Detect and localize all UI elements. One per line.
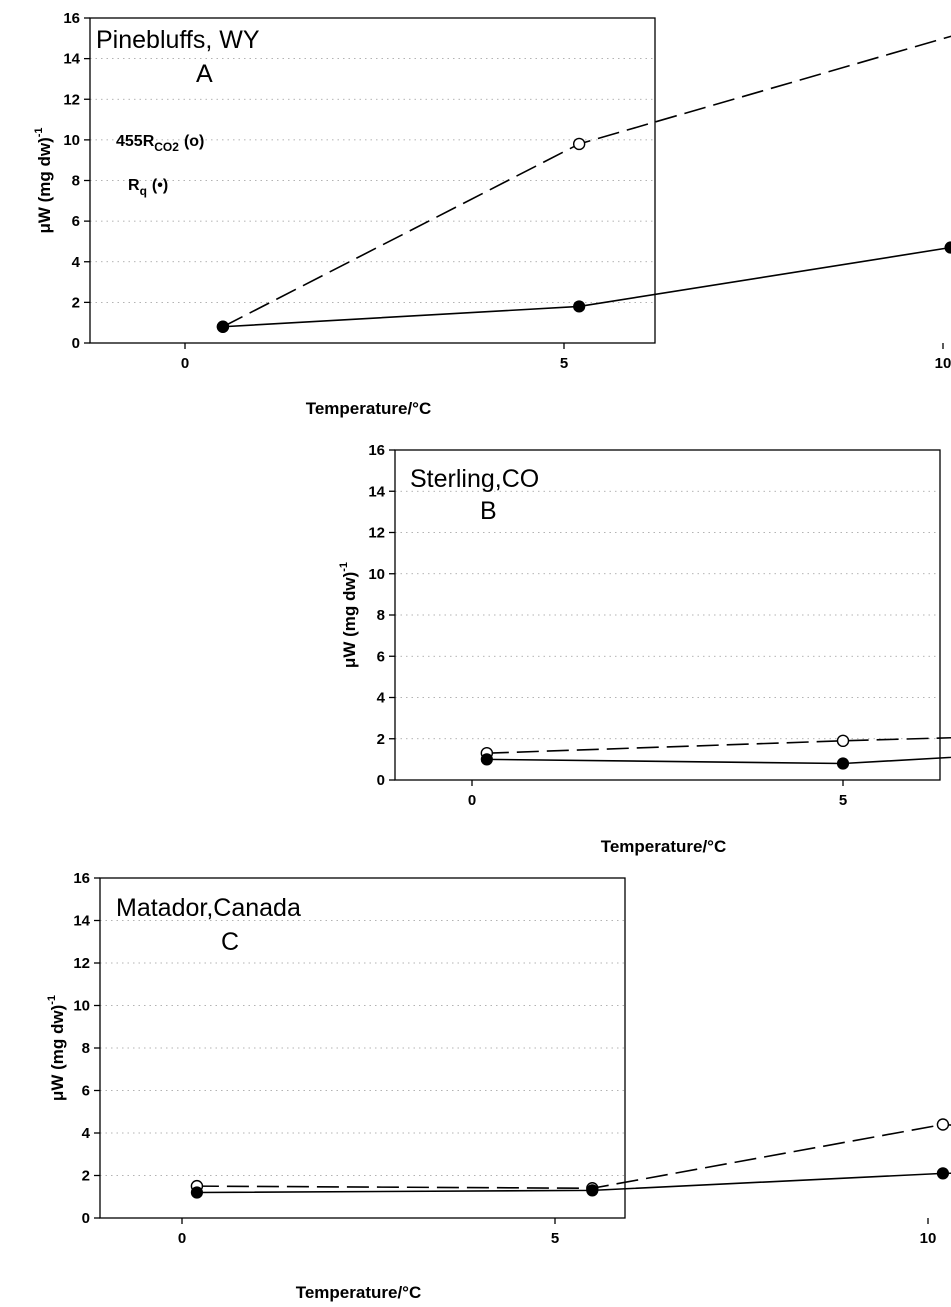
- y-tick-label: 16: [73, 870, 90, 887]
- legend-entry: 455RCO2 (o): [116, 133, 204, 154]
- y-tick-label: 4: [72, 254, 81, 271]
- panel-title: Matador,Canada: [116, 894, 301, 922]
- legend-symbol: (•): [152, 177, 168, 194]
- y-tick-label: 4: [377, 690, 386, 707]
- y-axis-label-superscript: -1: [46, 995, 58, 1005]
- y-tick-label: 10: [63, 132, 80, 149]
- y-axis-label-text: μW (mg dw): [35, 137, 54, 233]
- y-axis-label-superscript: -1: [338, 562, 350, 572]
- y-tick-label: 16: [368, 442, 385, 459]
- y-tick-label: 6: [377, 648, 385, 665]
- panel-letter: C: [221, 928, 239, 956]
- y-axis-label-text: μW (mg dw): [340, 572, 359, 668]
- y-axis-label: μW (mg dw)-1: [46, 995, 67, 1101]
- y-tick-label: 14: [368, 483, 385, 500]
- y-axis-label: μW (mg dw)-1: [338, 562, 359, 668]
- data-point-filled: [216, 320, 229, 333]
- y-tick-label: 12: [368, 525, 385, 542]
- y-tick-label: 12: [63, 91, 80, 108]
- y-axis-label: μW (mg dw)-1: [33, 127, 54, 233]
- data-point-filled: [944, 241, 951, 254]
- x-axis-label: Temperature/°C: [306, 399, 432, 418]
- x-tick-label: 5: [839, 792, 847, 809]
- y-tick-label: 0: [82, 1210, 90, 1227]
- data-point-filled: [936, 1167, 950, 1180]
- series-line-open: [486, 736, 951, 754]
- y-tick-label: 2: [72, 294, 80, 311]
- y-tick-label: 14: [63, 51, 80, 68]
- series-line-filled: [222, 246, 951, 328]
- data-point-open: [836, 734, 850, 748]
- data-point-filled: [480, 753, 493, 766]
- panel-title: Sterling,CO: [410, 465, 539, 493]
- data-point-filled: [586, 1184, 599, 1197]
- y-tick-label: 8: [82, 1040, 90, 1057]
- y-tick-label: 12: [73, 955, 90, 972]
- y-tick-label: 6: [72, 213, 80, 230]
- legend-entry: Rq (•): [128, 177, 168, 198]
- y-tick-label: 4: [82, 1125, 91, 1142]
- y-tick-label: 8: [377, 607, 385, 624]
- legend-symbol: (o): [184, 133, 204, 150]
- data-point-filled: [190, 1186, 204, 1199]
- y-tick-label: 2: [377, 731, 385, 748]
- data-point-open: [572, 137, 586, 151]
- chart-panel-b: 02468101214160510152025Temperature/°CμW …: [338, 442, 951, 856]
- y-tick-label: 6: [82, 1083, 90, 1100]
- x-tick-label: 5: [560, 355, 568, 372]
- x-tick-label: 5: [551, 1230, 559, 1247]
- legend-base: 455R: [116, 133, 155, 150]
- panel-letter: B: [480, 497, 497, 525]
- chart-panel-c: 02468101214160510152025Temperature/°CμW …: [46, 870, 951, 1302]
- series-line-filled: [486, 756, 951, 765]
- x-axis-label: Temperature/°C: [601, 837, 727, 856]
- data-point-filled: [836, 757, 850, 770]
- y-tick-label: 16: [63, 10, 80, 27]
- plot-frame: [89, 17, 656, 344]
- y-tick-label: 8: [72, 173, 80, 190]
- y-tick-label: 10: [368, 566, 385, 583]
- y-tick-label: 2: [82, 1168, 90, 1185]
- data-point-open: [936, 1118, 950, 1131]
- legend-base: R: [128, 177, 140, 194]
- y-tick-label: 10: [73, 998, 90, 1015]
- series-line-filled: [196, 1172, 951, 1194]
- x-axis-label: Temperature/°C: [296, 1283, 422, 1302]
- x-tick-label: 0: [178, 1230, 186, 1247]
- panel-letter: A: [196, 60, 213, 88]
- x-tick-label: 10: [935, 355, 951, 372]
- data-point-filled: [573, 300, 586, 313]
- x-tick-label: 0: [468, 792, 476, 809]
- legend-subscript: CO2: [154, 140, 179, 154]
- y-axis-label-superscript: -1: [33, 127, 45, 137]
- panel-title: Pinebluffs, WY: [96, 26, 260, 54]
- y-tick-label: 14: [73, 913, 90, 930]
- y-tick-label: 0: [72, 335, 80, 352]
- y-axis-label-text: μW (mg dw): [48, 1005, 67, 1101]
- y-tick-label: 0: [377, 772, 385, 789]
- legend-subscript: q: [140, 184, 147, 198]
- x-tick-label: 10: [920, 1230, 937, 1247]
- x-tick-label: 0: [181, 355, 189, 372]
- chart-panel-a: 02468101214160510152025Temperature/°CμW …: [33, 10, 951, 418]
